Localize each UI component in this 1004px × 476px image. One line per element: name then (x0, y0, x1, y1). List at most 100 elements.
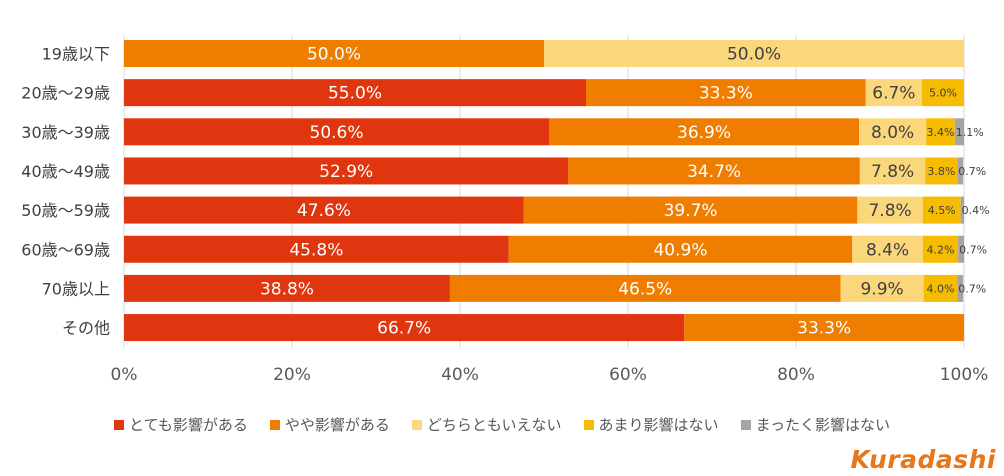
bar-segment (523, 196, 858, 224)
data-label: 3.4% (927, 126, 955, 139)
x-tick-label: 100% (940, 365, 989, 385)
x-tick-label: 60% (609, 365, 647, 385)
data-label: 36.9% (677, 123, 731, 143)
category-label: 40歳〜49歳 (21, 162, 110, 181)
data-label: 0.7% (958, 165, 986, 178)
bar-segment (124, 79, 586, 107)
category-labels: 19歳以下 20歳〜29歳 30歳〜39歳 40歳〜49歳 50歳〜59歳 60歳〜69歳… (21, 45, 110, 338)
category-label: 30歳〜39歳 (21, 123, 110, 142)
bar-segment (568, 157, 860, 185)
data-label: 33.3% (797, 319, 851, 339)
bar-segment (923, 274, 958, 302)
data-label: 45.8% (289, 240, 343, 260)
category-label: 19歳以下 (42, 45, 110, 64)
data-label: 4.2% (927, 243, 955, 256)
legend-swatch (411, 419, 422, 430)
data-label: 3.8% (927, 165, 955, 178)
bar-segment (549, 118, 859, 146)
bar-segment (954, 118, 964, 146)
legend-swatch (583, 419, 594, 430)
bar-segment (449, 274, 841, 302)
legend-item: あまり影響はない (583, 414, 719, 435)
bar-segment (926, 118, 955, 146)
legend-label: まったく影響はない (755, 416, 890, 434)
category-label: その他 (62, 319, 110, 338)
data-label: 50.6% (310, 123, 364, 143)
category-label: 60歳〜69歳 (21, 240, 110, 259)
x-tick-label: 0% (111, 365, 138, 385)
legend: とても影響がある やや影響がある どちらともいえない あまり影響はない まったく影響はな… (0, 414, 1004, 435)
bar-segment (922, 79, 964, 107)
data-label: 7.8% (868, 201, 911, 221)
data-label: 47.6% (297, 201, 351, 221)
data-label: 52.9% (319, 162, 373, 182)
bar-segment (684, 314, 964, 342)
bar-segment (124, 40, 544, 67)
bar-segment (958, 235, 964, 263)
legend-swatch (114, 419, 125, 430)
data-label: 34.7% (687, 162, 741, 182)
legend-item: やや影響がある (269, 414, 390, 435)
bar-segment (859, 118, 927, 146)
bar-segment (957, 274, 964, 302)
data-label: 38.8% (260, 279, 314, 299)
legend-item: とても影響がある (114, 414, 248, 435)
bar-segment (957, 157, 964, 185)
legend-item: まったく影響はない (740, 414, 890, 435)
data-label: 46.5% (618, 279, 672, 299)
data-label: 50.0% (307, 45, 361, 65)
bar-segment (960, 196, 964, 224)
bar-segment (865, 79, 922, 107)
x-tick-label: 80% (777, 365, 815, 385)
bar-segment (124, 235, 509, 263)
legend-label: やや影響がある (284, 416, 390, 434)
bar-segment (508, 235, 853, 263)
data-label: 55.0% (328, 84, 382, 104)
bar-segment (544, 40, 964, 67)
bar-segment (922, 196, 961, 224)
bar-segment (124, 157, 569, 185)
x-tick-label: 20% (273, 365, 311, 385)
bar-segment (124, 118, 550, 146)
data-label: 33.3% (699, 84, 753, 104)
legend-swatch (740, 419, 751, 430)
data-label: 50.0% (727, 45, 781, 65)
bar-segment (124, 274, 450, 302)
data-label: 8.4% (866, 240, 909, 260)
bar-segment (124, 196, 524, 224)
data-label: 4.0% (927, 282, 955, 295)
bar-segment (852, 235, 923, 263)
data-label: 40.9% (653, 240, 707, 260)
category-label: 20歳〜29歳 (21, 84, 110, 103)
stacked-bar-chart: 50.0% 50.0% 55.0% 33.3% 6.7% 5.0% 50.6% 36.9% 8.… (21, 35, 990, 385)
bar-segment (859, 157, 926, 185)
x-tick-label: 40% (441, 365, 479, 385)
bar-segment (925, 157, 958, 185)
data-label: 4.5% (928, 204, 956, 217)
legend-label: とても影響がある (129, 416, 248, 434)
bar-segment (857, 196, 923, 224)
legend-label: あまり影響はない (598, 416, 719, 434)
legend-item: どちらともいえない (411, 414, 562, 435)
x-axis-ticks: 0% 20% 40% 60% 80% 100% (111, 365, 989, 385)
data-label: 1.1% (956, 126, 984, 139)
data-label: 0.4% (962, 204, 990, 217)
data-label: 39.7% (664, 201, 718, 221)
data-label: 66.7% (377, 319, 431, 339)
data-label: 0.7% (959, 243, 987, 256)
brand-logo-text: Kuradashi (850, 445, 996, 474)
bar-segment (922, 235, 959, 263)
data-label: 8.0% (871, 123, 914, 143)
legend-swatch (269, 419, 280, 430)
brand-logo: Kuradashi (850, 445, 996, 474)
bar-segment (124, 314, 685, 342)
category-label: 70歳以上 (42, 279, 110, 298)
bar-segment (840, 274, 924, 302)
data-label: 0.7% (958, 282, 986, 295)
bars: 50.0% 50.0% 55.0% 33.3% 6.7% 5.0% 50.6% 36.9% 8.… (124, 40, 990, 342)
data-label: 6.7% (872, 84, 915, 104)
data-label: 5.0% (929, 87, 957, 100)
data-label: 7.8% (871, 162, 914, 182)
data-label: 9.9% (860, 279, 903, 299)
category-label: 50歳〜59歳 (21, 201, 110, 220)
